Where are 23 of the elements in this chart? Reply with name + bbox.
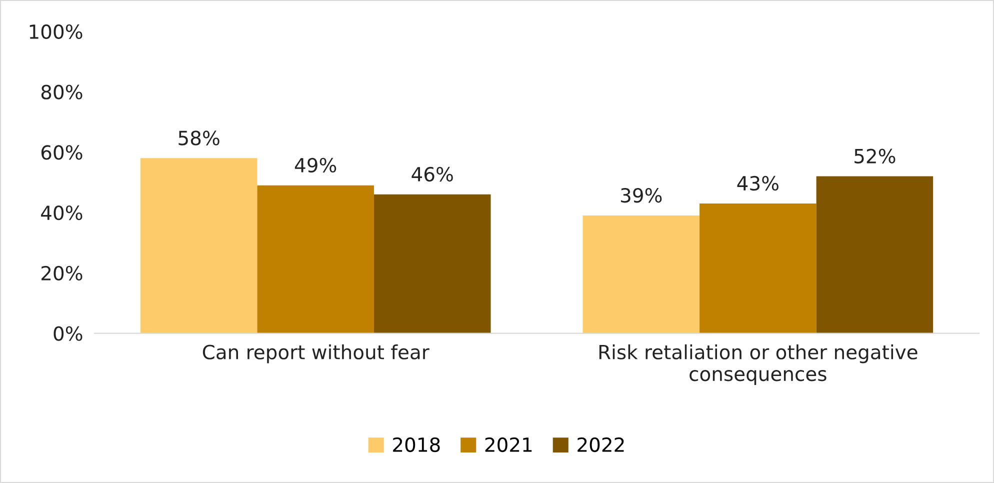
bar bbox=[700, 203, 816, 334]
legend-label: 2018 bbox=[393, 437, 440, 452]
y-tick-label: 80% bbox=[41, 84, 82, 100]
data-label: 46% bbox=[412, 166, 453, 182]
bar bbox=[582, 216, 700, 334]
x-tick-label: Risk retaliation or other negative consequences bbox=[599, 344, 918, 385]
bar bbox=[374, 194, 491, 334]
y-tick-label: 60% bbox=[41, 145, 82, 160]
y-tick-label: 0% bbox=[54, 326, 82, 341]
bar bbox=[816, 176, 934, 334]
data-label: 52% bbox=[854, 148, 896, 164]
data-label: 43% bbox=[737, 176, 778, 191]
y-tick-label: 40% bbox=[41, 205, 82, 220]
data-label: 58% bbox=[178, 130, 220, 146]
data-label: 39% bbox=[621, 188, 662, 203]
y-tick-label: 20% bbox=[42, 266, 82, 281]
legend-label: 2021 bbox=[485, 437, 532, 452]
x-tick-label: Can report without fear bbox=[202, 344, 430, 364]
bar bbox=[257, 185, 374, 334]
bar bbox=[140, 158, 258, 334]
legend-label: 2022 bbox=[578, 437, 624, 452]
data-label: 49% bbox=[294, 158, 336, 173]
y-tick-label: 100% bbox=[30, 24, 82, 40]
